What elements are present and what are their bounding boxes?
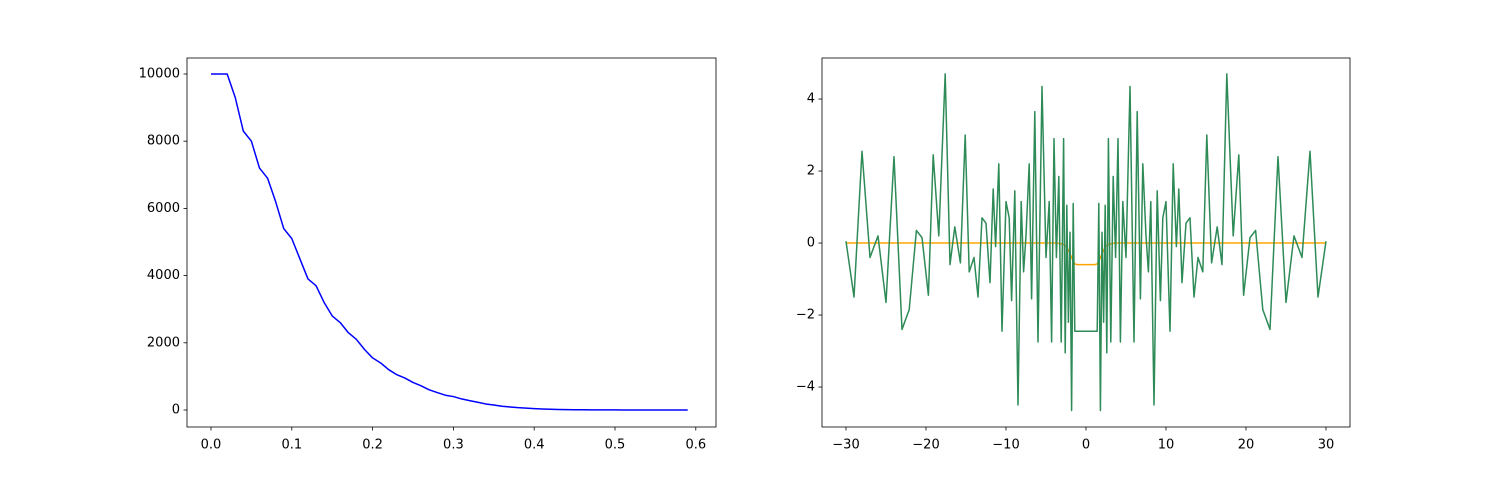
x-tick-label: 0.2 [362, 438, 383, 453]
line-series [211, 73, 688, 411]
y-tick-label: 10000 [139, 66, 180, 81]
y-tick-label: 4000 [147, 268, 180, 283]
y-tick-label: −4 [796, 380, 815, 395]
x-tick-label: 0.1 [281, 438, 302, 453]
x-tick-label: 0.5 [605, 438, 626, 453]
x-tick-label: −10 [992, 438, 1019, 453]
line-series [845, 73, 1327, 412]
x-tick-label: −20 [912, 438, 939, 453]
line-series [846, 242, 1326, 266]
y-tick-label: 4 [807, 92, 815, 107]
x-tick-label: 0.3 [443, 438, 464, 453]
x-tick-label: 10 [1158, 438, 1175, 453]
x-tick-label: 0.0 [201, 438, 222, 453]
y-tick-label: 8000 [147, 134, 180, 149]
y-tick-label: 2 [807, 164, 815, 179]
axes-frame [186, 57, 717, 428]
x-tick-label: 0.6 [685, 438, 706, 453]
y-tick-label: 6000 [147, 201, 180, 216]
subplot: 0.0 0.1 0.2 0.3 0.4 0.5 0.6 0 2000 4000 6000 8000 10… [139, 57, 717, 453]
x-tick-label: −30 [832, 438, 859, 453]
y-tick-label: 2000 [147, 335, 180, 350]
x-tick-label: 20 [1238, 438, 1255, 453]
x-tick-label: 0 [1082, 438, 1090, 453]
y-tick-label: 0 [172, 402, 180, 417]
y-tick-label: −2 [796, 308, 815, 323]
y-tick-label: 0 [807, 236, 815, 251]
x-tick-label: 0.4 [524, 438, 545, 453]
x-tick-label: 30 [1318, 438, 1335, 453]
